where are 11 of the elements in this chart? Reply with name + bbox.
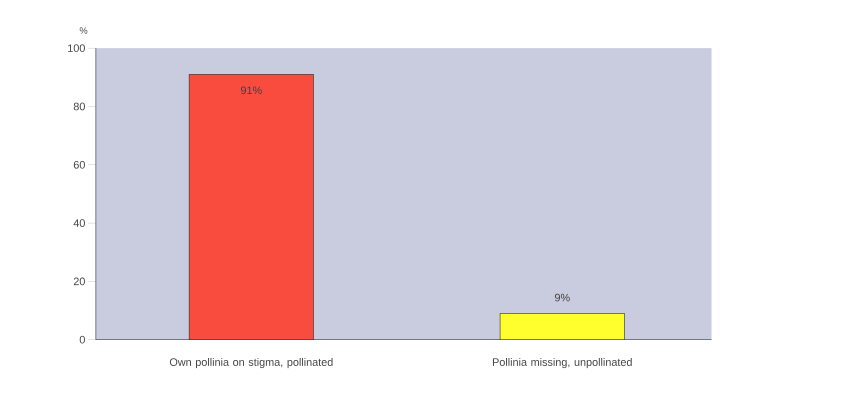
y-tick-label: 20 xyxy=(74,277,85,286)
x-tick-label: Own pollinia on stigma, pollinated xyxy=(170,358,333,368)
y-tick-label: 60 xyxy=(74,160,85,169)
y-tick-label: 100 xyxy=(68,44,85,52)
y-tick-label: 0 xyxy=(80,336,85,344)
data-label: 91% xyxy=(241,86,262,94)
x-tick-label: Pollinia missing, unpollinated xyxy=(492,358,632,368)
y-tick-label: 40 xyxy=(74,219,85,227)
y-tick-label: 80 xyxy=(74,102,85,110)
y-axis-title: % xyxy=(80,27,88,34)
data-label: 9% xyxy=(554,294,570,302)
